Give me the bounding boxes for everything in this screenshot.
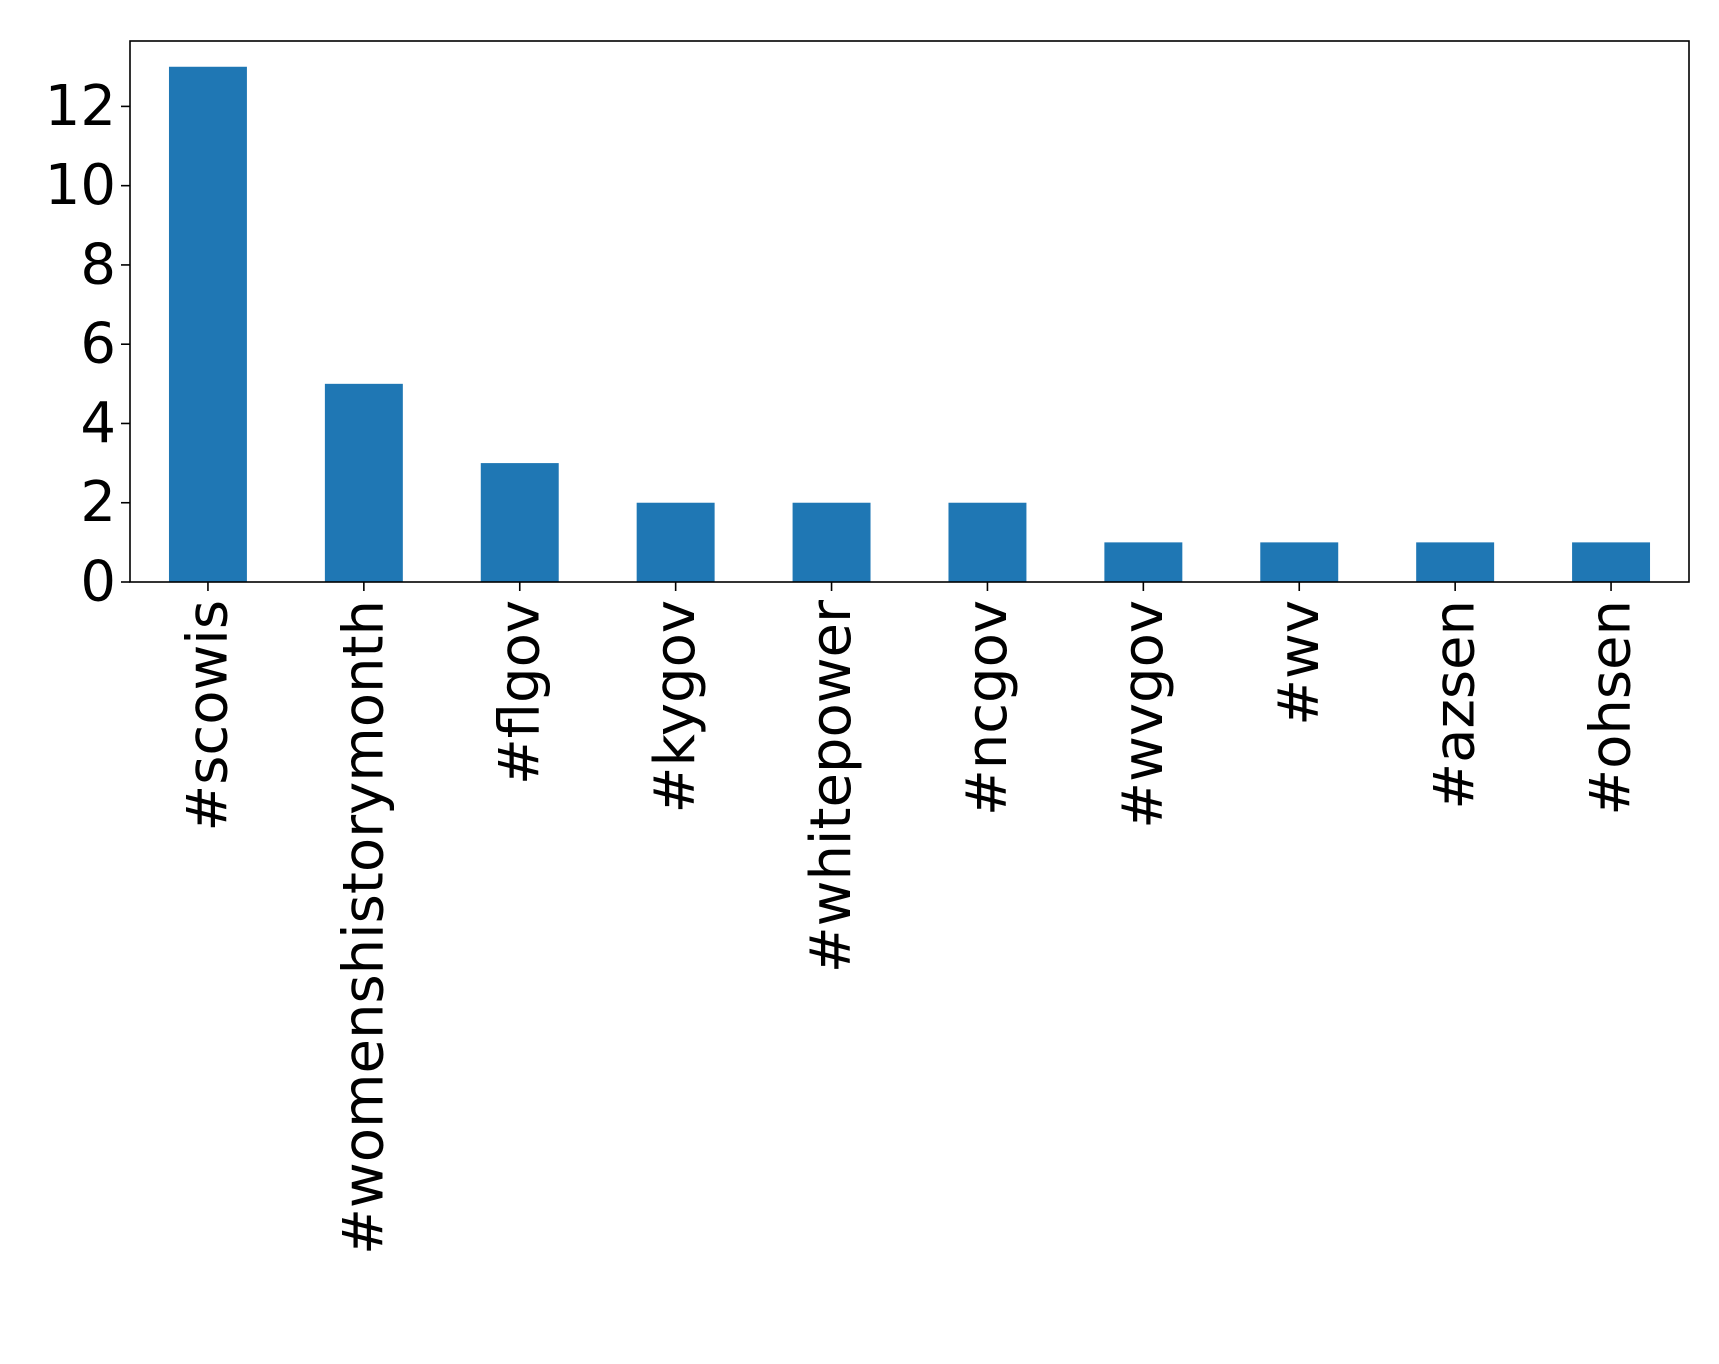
x-tick-label: #whitepower: [799, 599, 864, 973]
y-tick-label: 12: [45, 74, 116, 139]
y-tick-label: 2: [80, 470, 116, 535]
bar: [1572, 542, 1651, 582]
y-tick-label: 4: [80, 391, 116, 456]
y-tick-label: 6: [80, 312, 116, 377]
x-tick-label: #kygov: [643, 600, 708, 813]
x-tick-label: #azsen: [1423, 600, 1488, 810]
bar: [168, 66, 247, 582]
bar: [1104, 542, 1183, 582]
y-tick-label: 8: [80, 232, 116, 297]
plot-frame: [129, 40, 1690, 583]
x-tick-label: #wvgov: [1111, 600, 1176, 829]
bar: [324, 383, 403, 582]
bar: [792, 502, 871, 582]
x-tick-label: #ohsen: [1579, 600, 1644, 816]
bar: [948, 502, 1027, 582]
bar: [480, 463, 559, 582]
bar: [1260, 542, 1339, 582]
y-tick-label: 0: [80, 550, 116, 615]
y-axis: 0 2 4 6 8 10 12: [45, 74, 130, 615]
y-tick-label: 10: [45, 153, 116, 218]
x-tick-label: #ncgov: [955, 600, 1020, 816]
bar: [636, 502, 715, 582]
bars-layer: [168, 66, 1651, 582]
x-tick-label: #flgov: [487, 600, 552, 785]
x-tick-label: #wv: [1267, 600, 1332, 726]
x-tick-label: #womenshistorymonth: [331, 600, 396, 1255]
x-axis: #scowis #womenshistorymonth #flgov #kygov #w…: [175, 582, 1644, 1255]
x-tick-label: #scowis: [175, 600, 240, 832]
bar: [1416, 542, 1495, 582]
